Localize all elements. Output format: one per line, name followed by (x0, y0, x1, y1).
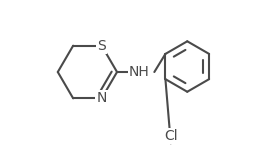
Text: N: N (96, 91, 107, 105)
Text: S: S (97, 39, 106, 53)
Text: NH: NH (129, 65, 149, 79)
Text: Cl: Cl (164, 129, 178, 143)
